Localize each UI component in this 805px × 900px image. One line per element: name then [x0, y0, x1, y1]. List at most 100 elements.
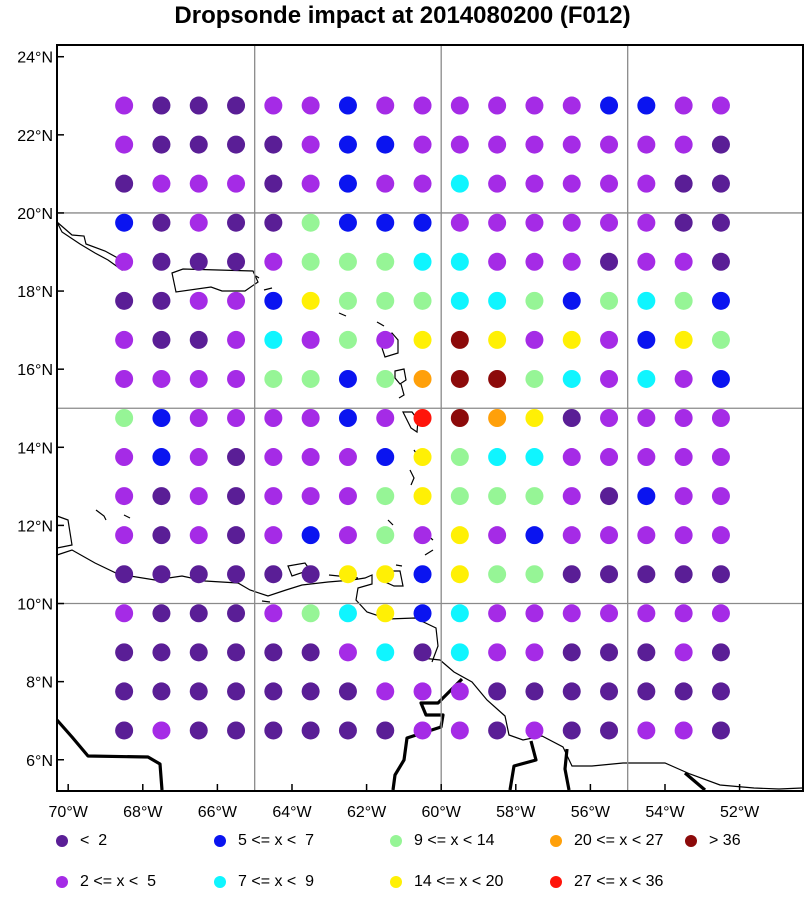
impact-dot: [637, 604, 656, 623]
impact-dot: [674, 643, 693, 662]
impact-dot: [637, 526, 656, 545]
impact-dot: [674, 409, 693, 427]
impact-dot: [525, 409, 544, 427]
impact-dot: [637, 174, 656, 193]
legend-swatch: [214, 876, 226, 888]
impact-dot: [264, 643, 283, 662]
impact-dot: [488, 448, 507, 467]
impact-dot: [376, 721, 395, 740]
impact-dot: [413, 487, 432, 506]
impact-dot: [338, 643, 357, 662]
impact-dot: [264, 604, 283, 623]
legend-item: < 2: [56, 831, 107, 851]
impact-dot: [264, 291, 283, 310]
impact-dot: [450, 330, 469, 349]
impact-dot: [637, 409, 656, 427]
impact-dot: [488, 682, 507, 701]
impact-dot: [600, 291, 619, 310]
lat-tick-label: 22°N: [17, 128, 53, 145]
impact-dot: [338, 721, 357, 740]
impact-dot: [562, 174, 581, 193]
impact-dot: [450, 409, 469, 427]
impact-dot: [115, 369, 134, 388]
impact-dot: [711, 604, 730, 623]
impact-dot: [413, 526, 432, 545]
impact-dot: [711, 291, 730, 310]
impact-dot: [338, 448, 357, 467]
lon-tick-label: 66°W: [198, 804, 238, 821]
legend-item: 27 <= x < 36: [550, 872, 663, 892]
impact-dot: [637, 96, 656, 115]
impact-dot: [637, 682, 656, 701]
impact-dot: [488, 487, 507, 506]
impact-dot: [488, 330, 507, 349]
impact-dot: [674, 135, 693, 154]
impact-dot: [600, 213, 619, 232]
lon-tick-label: 68°W: [123, 804, 163, 821]
impact-dot: [413, 721, 432, 740]
lat-tick-label: 12°N: [17, 518, 53, 535]
impact-dot: [674, 487, 693, 506]
impact-dot: [674, 174, 693, 193]
impact-dot: [264, 369, 283, 388]
impact-dot: [674, 369, 693, 388]
impact-dot: [711, 135, 730, 154]
impact-dot: [338, 565, 357, 584]
impact-dot: [488, 174, 507, 193]
impact-dot: [525, 213, 544, 232]
impact-dot: [637, 565, 656, 584]
impact-dot: [711, 448, 730, 467]
impact-dot: [450, 721, 469, 740]
impact-dot: [115, 291, 134, 310]
impact-dot: [674, 213, 693, 232]
impact-dot: [562, 565, 581, 584]
impact-dot: [711, 369, 730, 388]
impact-dot: [413, 369, 432, 388]
impact-dot: [413, 682, 432, 701]
lon-tick-label: 60°W: [422, 804, 462, 821]
impact-dot: [152, 213, 171, 232]
impact-dot: [450, 291, 469, 310]
impact-dot: [488, 291, 507, 310]
impact-dot: [525, 252, 544, 271]
impact-dot: [711, 526, 730, 545]
impact-dot: [115, 526, 134, 545]
impact-dot: [525, 643, 544, 662]
impact-dot: [338, 252, 357, 271]
impact-dot: [338, 135, 357, 154]
impact-dot: [600, 174, 619, 193]
impact-dot: [227, 213, 246, 232]
impact-dot: [600, 643, 619, 662]
impact-dot: [600, 448, 619, 467]
impact-dot: [264, 526, 283, 545]
impact-dot: [525, 291, 544, 310]
impact-dot: [525, 682, 544, 701]
impact-dot: [227, 409, 246, 427]
impact-dot: [338, 682, 357, 701]
impact-dot: [711, 252, 730, 271]
impact-dot: [376, 604, 395, 623]
impact-dot: [189, 682, 208, 701]
impact-dot: [637, 487, 656, 506]
impact-dot: [600, 409, 619, 427]
impact-dot: [338, 604, 357, 623]
impact-dot: [301, 565, 320, 584]
impact-dot: [227, 252, 246, 271]
impact-dot: [227, 135, 246, 154]
impact-dot: [637, 721, 656, 740]
impact-dot: [264, 135, 283, 154]
impact-dot: [189, 369, 208, 388]
impact-dot: [189, 330, 208, 349]
impact-dot: [189, 526, 208, 545]
impact-dot: [488, 369, 507, 388]
impact-dot: [227, 291, 246, 310]
impact-dot: [376, 369, 395, 388]
impact-dot: [413, 135, 432, 154]
impact-dot: [189, 487, 208, 506]
impact-dot: [227, 526, 246, 545]
impact-dot: [525, 565, 544, 584]
impact-dot: [338, 174, 357, 193]
impact-dot: [600, 369, 619, 388]
lon-tick-label: 64°W: [272, 804, 312, 821]
impact-dot: [450, 487, 469, 506]
